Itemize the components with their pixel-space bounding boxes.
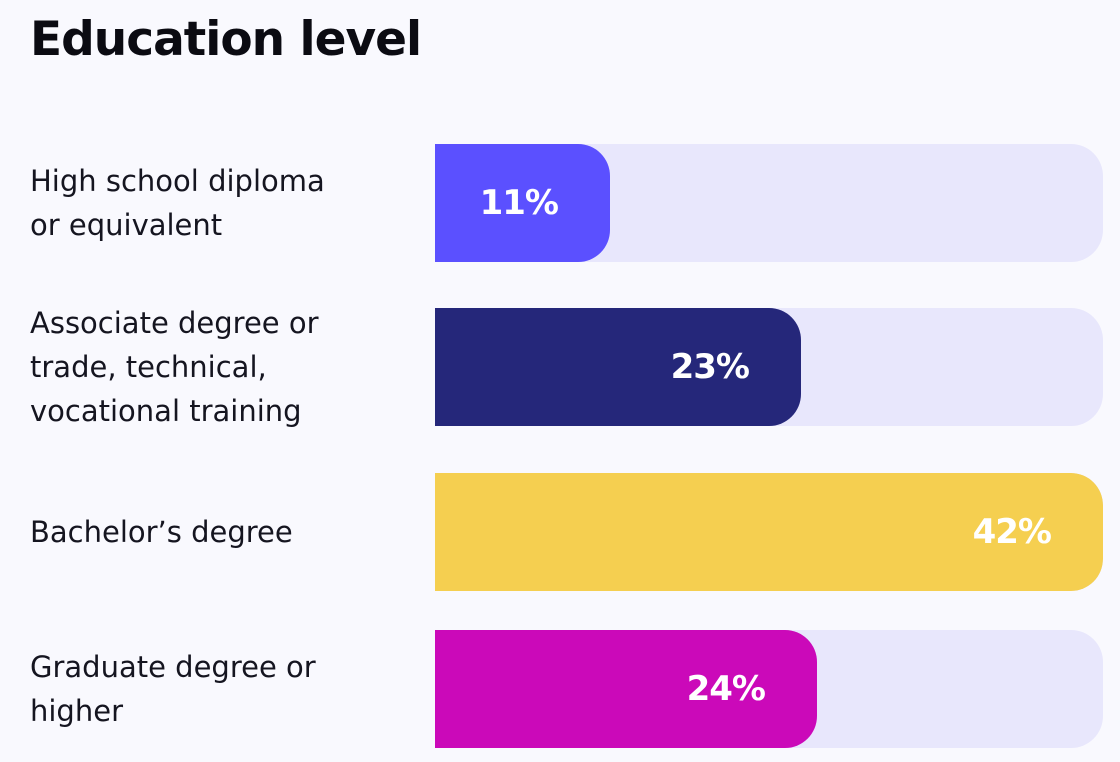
bar-associate: 23% bbox=[435, 308, 801, 426]
bar-graduate: 24% bbox=[435, 630, 817, 748]
category-label-high-school: High school diploma or equivalent bbox=[30, 164, 325, 242]
category-label-bachelors: Bachelor’s degree bbox=[30, 515, 293, 549]
bar-row-bachelors: Bachelor’s degree 42% bbox=[0, 473, 1120, 591]
value-label-high-school: 11% bbox=[479, 183, 559, 223]
bar-track-high-school: 11% bbox=[435, 144, 1103, 262]
bar-row-high-school: High school diploma or equivalent 11% bbox=[0, 144, 1120, 262]
chart-title: Education level bbox=[30, 12, 422, 67]
bar-high-school: 11% bbox=[435, 144, 610, 262]
bar-track-associate: 23% bbox=[435, 308, 1103, 426]
value-label-bachelors: 42% bbox=[972, 512, 1052, 552]
bar-row-associate: Associate degree or trade, technical, vo… bbox=[0, 306, 1120, 428]
value-label-graduate: 24% bbox=[686, 669, 766, 709]
bar-track-bachelors: 42% bbox=[435, 473, 1103, 591]
category-label-graduate: Graduate degree or higher bbox=[30, 650, 316, 728]
bar-bachelors: 42% bbox=[435, 473, 1103, 591]
category-label-associate: Associate degree or trade, technical, vo… bbox=[30, 306, 319, 428]
bar-row-graduate: Graduate degree or higher 24% bbox=[0, 630, 1120, 748]
bar-track-graduate: 24% bbox=[435, 630, 1103, 748]
value-label-associate: 23% bbox=[670, 347, 750, 387]
